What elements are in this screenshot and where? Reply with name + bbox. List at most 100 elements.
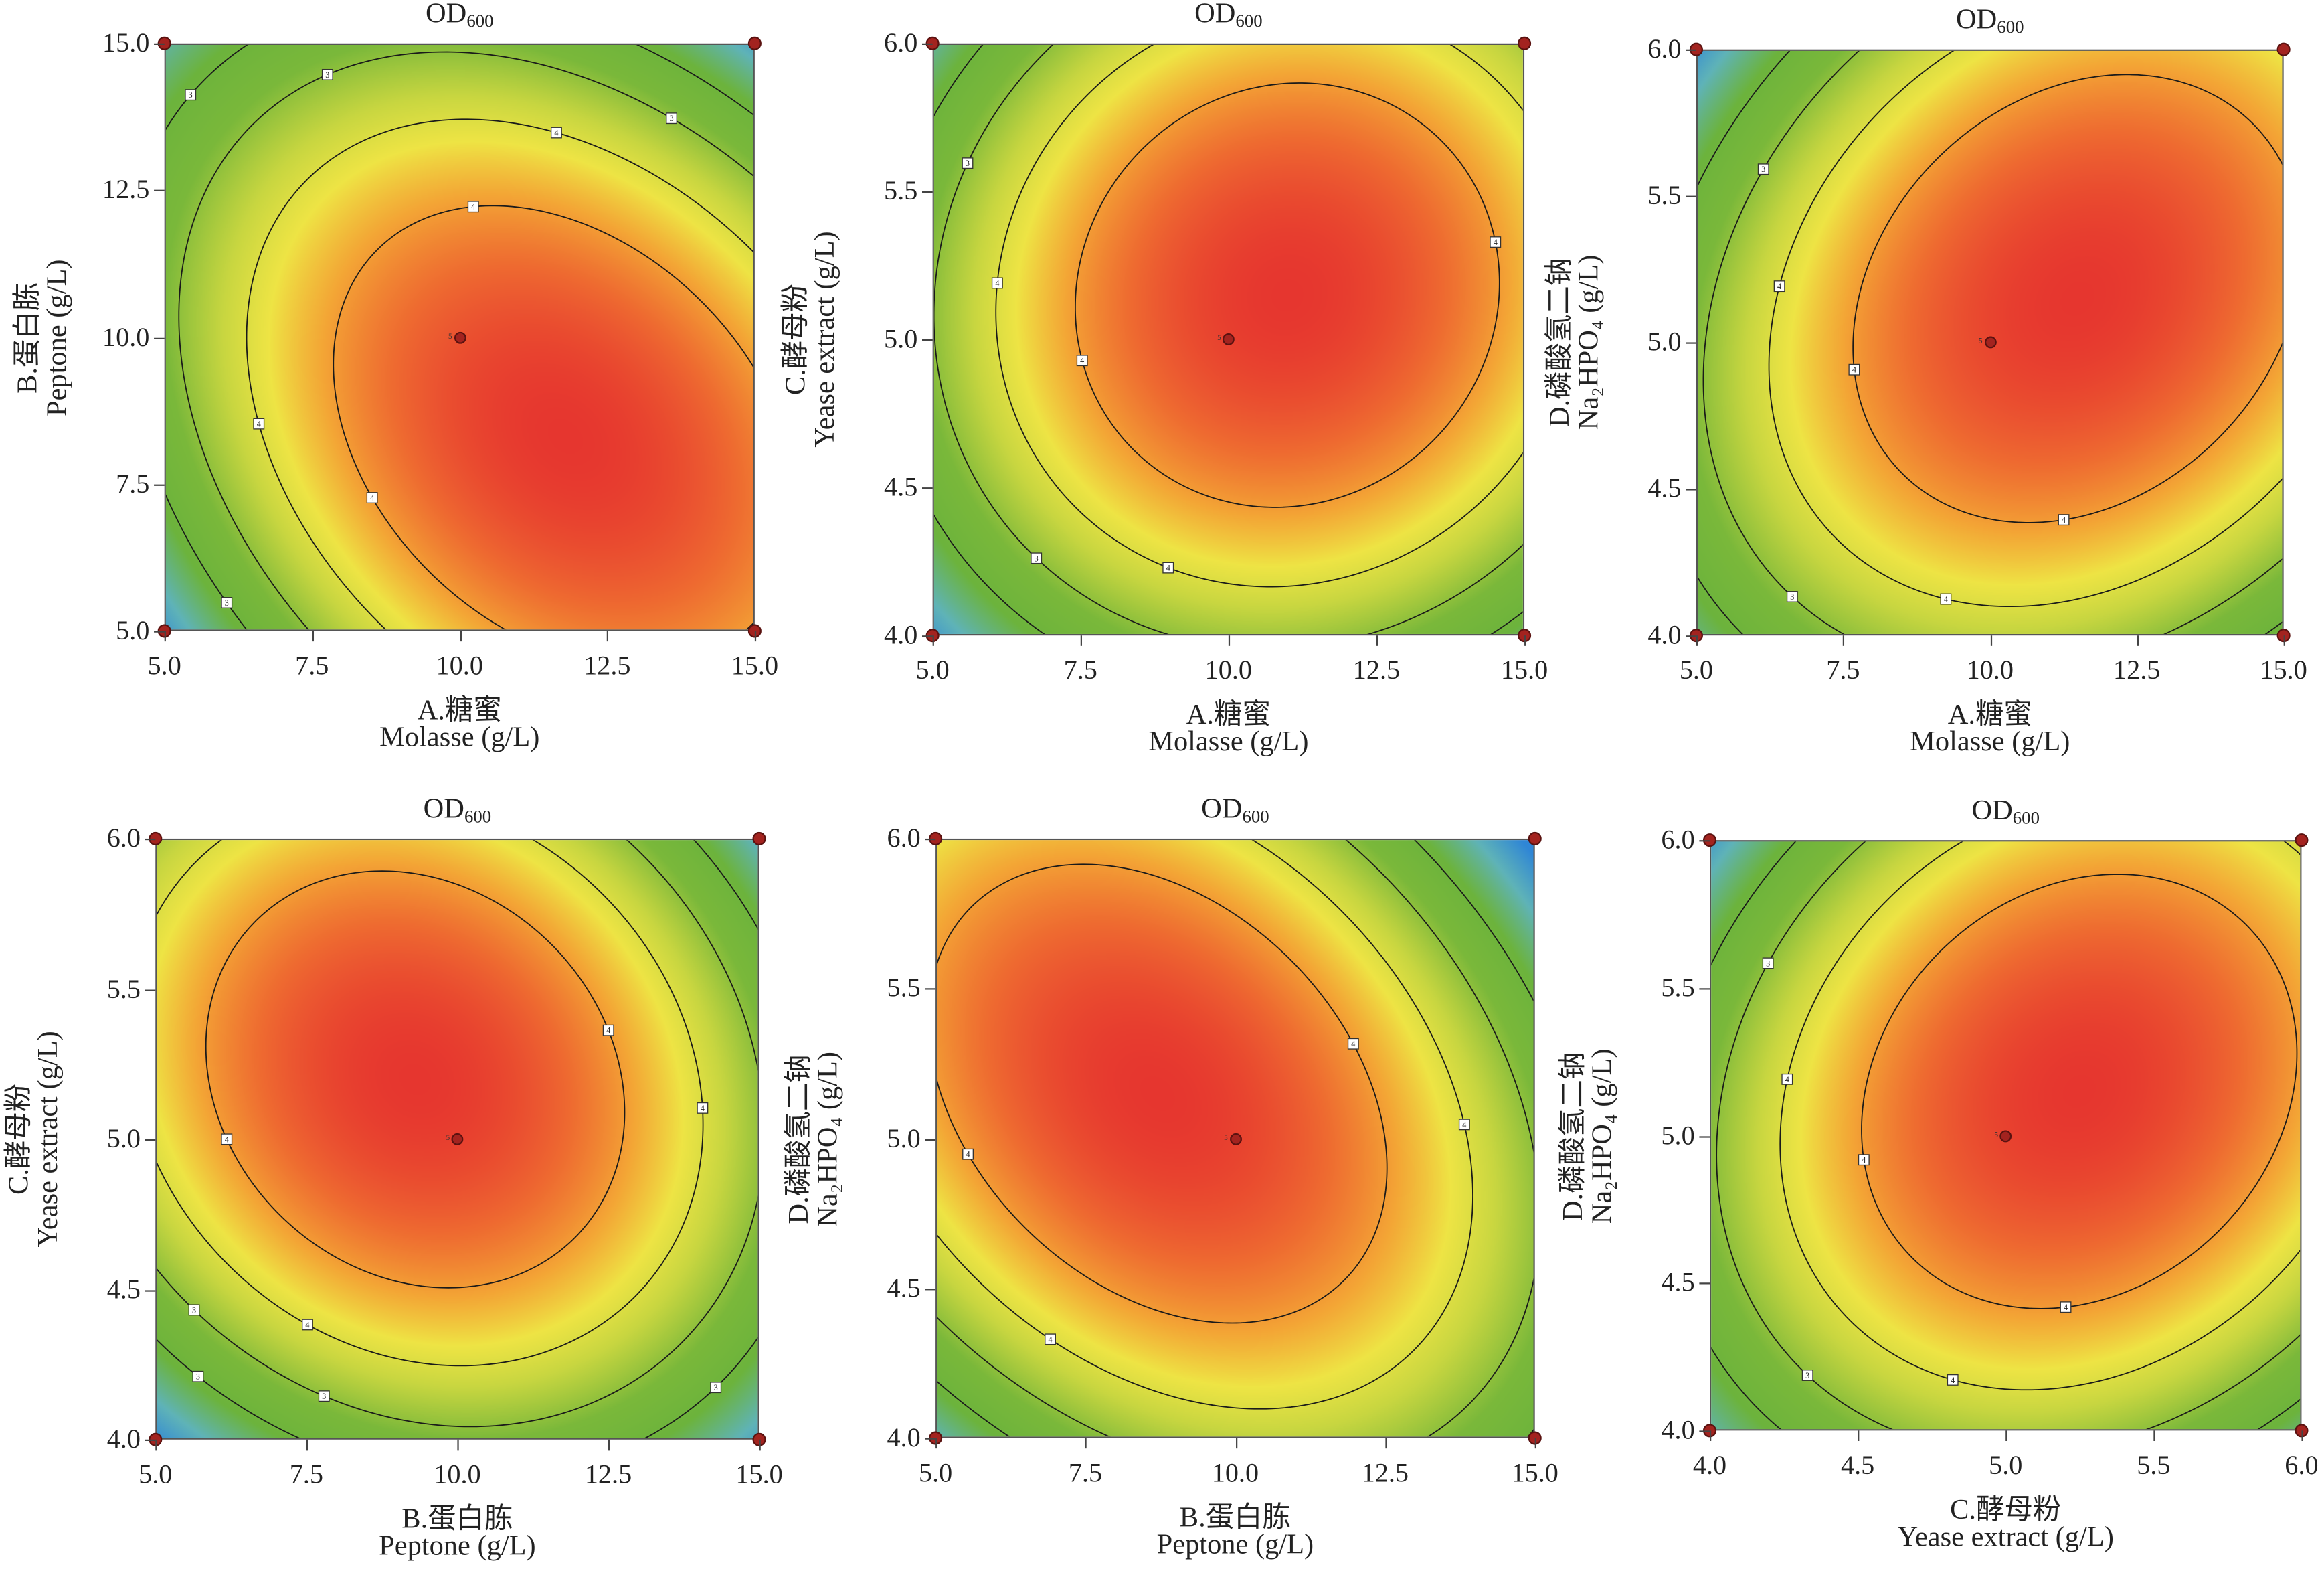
svg-text:4: 4 [1351, 1040, 1355, 1049]
x-tick-mark [1080, 635, 1082, 646]
contour-line [1075, 82, 1500, 508]
svg-text:4: 4 [1777, 282, 1781, 291]
y-tick-label: 4.0 [884, 619, 918, 650]
svg-text:3: 3 [1805, 1371, 1809, 1380]
chart-title: OD600 [1956, 5, 2024, 39]
design-point [2295, 1424, 2309, 1438]
y-tick-mark [145, 989, 156, 991]
x-tick-mark [2301, 1430, 2303, 1441]
x-tick-label: 10.0 [436, 650, 483, 681]
svg-text:4: 4 [2064, 1303, 2068, 1312]
contour-line [246, 118, 753, 630]
y-tick-label: 5.0 [106, 1123, 141, 1154]
x-tick-label: 10.0 [1211, 1457, 1259, 1488]
y-axis-label: Yease extract (g/L) [33, 1031, 65, 1248]
svg-text:3: 3 [669, 114, 673, 123]
contour-label: 3 [710, 1382, 722, 1394]
contour-line [933, 45, 1523, 634]
x-tick-mark [2283, 635, 2285, 646]
title-subscript: 600 [1235, 10, 1263, 31]
center-point-count: 5 [1994, 1131, 1999, 1139]
x-axis-label: Molasse (g/L) [1148, 726, 1309, 758]
y-tick-label: 5.5 [1647, 180, 1682, 210]
svg-text:4: 4 [606, 1026, 610, 1036]
contour-label: 4 [602, 1024, 614, 1036]
y-tick-label: 4.5 [887, 1272, 921, 1303]
y-tick-label: 6.0 [1647, 33, 1682, 64]
svg-text:4: 4 [1852, 365, 1856, 375]
y-axis-label: Na₂HPO₄ (g/L) [1587, 1048, 1619, 1224]
x-tick-label: 10.0 [434, 1459, 481, 1489]
x-tick-mark [1989, 635, 1992, 646]
y-tick-label: 5.0 [116, 615, 150, 645]
x-tick-label: 10.0 [1966, 655, 2014, 685]
y-tick-label: 6.0 [887, 823, 921, 853]
y-tick-mark [1699, 1430, 1710, 1432]
x-tick-mark [1235, 1438, 1237, 1449]
x-tick-label: 5.0 [1989, 1450, 2023, 1481]
y-axis-label: Peptone (g/L) [41, 258, 74, 416]
design-point [1528, 831, 1542, 845]
title-main: OD [1956, 4, 1997, 36]
contour-label: 4 [467, 201, 479, 213]
contour-line [333, 205, 753, 630]
x-tick-mark [457, 1439, 459, 1451]
x-tick-label: 15.0 [1511, 1457, 1558, 1488]
x-tick-label: 10.0 [1204, 655, 1253, 685]
y-tick-mark [145, 1289, 156, 1291]
contour-label: 3 [666, 112, 677, 125]
title-main: OD [426, 0, 467, 30]
chart-title: OD600 [1194, 0, 1263, 33]
contour-line [937, 840, 1473, 1410]
y-tick-label: 5.0 [1661, 1119, 1695, 1150]
design-point [1222, 333, 1235, 345]
x-axis-label: Yease extract (g/L) [1897, 1521, 2114, 1554]
design-point [1999, 1129, 2012, 1142]
y-tick-label: 5.0 [884, 323, 918, 354]
contour-label: 3 [1786, 591, 1798, 602]
x-tick-mark [2137, 635, 2139, 646]
svg-text:4: 4 [1048, 1335, 1052, 1344]
y-tick-mark [922, 487, 933, 489]
y-tick-mark [1686, 342, 1696, 344]
svg-text:3: 3 [966, 159, 970, 168]
y-axis-label: D.磷酸氢二钠 [784, 1054, 816, 1224]
y-tick-mark [925, 1138, 936, 1140]
x-axis-label: A.糖蜜 [417, 695, 502, 727]
center-point-count: 5 [1224, 1135, 1228, 1143]
x-tick-mark [1534, 1438, 1536, 1449]
contour-label: 4 [253, 418, 265, 430]
x-tick-mark [1710, 1430, 1712, 1441]
x-axis-label: A.糖蜜 [1186, 699, 1271, 732]
svg-text:4: 4 [471, 202, 475, 212]
contour-label: 4 [1947, 1374, 1959, 1386]
svg-text:4: 4 [1785, 1075, 1789, 1084]
design-point [2276, 42, 2291, 56]
design-point [752, 831, 766, 845]
y-tick-label: 4.5 [884, 471, 918, 502]
y-tick-mark [925, 838, 936, 841]
y-tick-label: 4.5 [1647, 473, 1682, 503]
x-tick-mark [1228, 635, 1231, 646]
y-tick-mark [1699, 840, 1710, 842]
y-tick-label: 5.5 [1661, 972, 1695, 1002]
x-tick-label: 5.0 [147, 650, 181, 681]
contour-label: 4 [1490, 236, 1502, 248]
design-point [747, 36, 762, 50]
contour-label: 3 [321, 68, 333, 80]
contour-line [1852, 74, 2283, 523]
x-tick-mark [459, 631, 462, 642]
svg-text:4: 4 [554, 128, 558, 137]
design-point [925, 629, 940, 643]
y-tick-label: 15.0 [102, 27, 150, 58]
contour-label: 4 [550, 127, 562, 139]
contour-line [1779, 841, 2301, 1391]
x-tick-label: 4.0 [1692, 1450, 1727, 1481]
y-tick-label: 5.5 [887, 973, 921, 1003]
x-tick-mark [1085, 1438, 1087, 1449]
y-tick-mark [1699, 1135, 1710, 1137]
x-axis-label: A.糖蜜 [1947, 699, 2032, 732]
x-tick-label: 7.5 [289, 1459, 323, 1489]
contour-line [1768, 50, 2283, 608]
